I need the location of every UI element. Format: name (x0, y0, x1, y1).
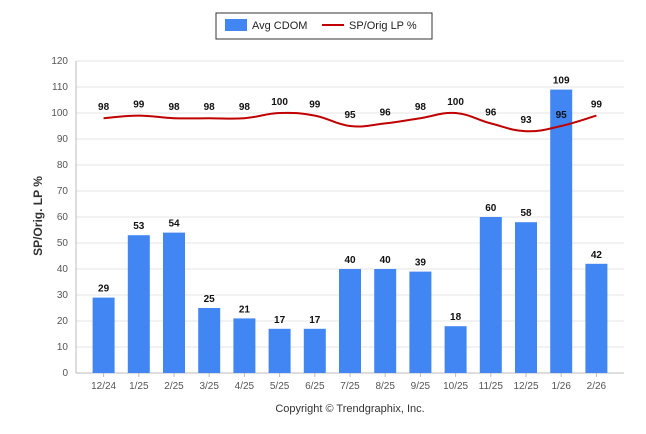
bar-value-label: 54 (168, 219, 180, 230)
line-value-label: 99 (309, 100, 321, 111)
y-tick-label: 30 (57, 290, 69, 301)
line-value-label: 98 (168, 102, 180, 113)
y-tick-label: 100 (51, 108, 68, 119)
line-value-label: 98 (98, 102, 110, 113)
bar-value-label: 58 (520, 208, 532, 219)
line-value-label: 100 (271, 97, 288, 108)
line-value-label: 93 (520, 115, 532, 126)
bar-value-label: 60 (485, 203, 497, 214)
bar-value-label: 109 (553, 76, 570, 87)
x-tick-label: 10/25 (443, 381, 468, 392)
y-tick-label: 10 (57, 342, 69, 353)
x-tick-label: 9/25 (411, 381, 431, 392)
data-labels: 29 53 54 25 21 17 17 40 40 39 18 60 58 109 42 98 99 98 98 9… (98, 76, 602, 326)
y-tick-label: 80 (57, 160, 69, 171)
y-tick-label: 110 (52, 82, 68, 93)
x-tick-label: 1/26 (551, 381, 571, 392)
bar (409, 271, 432, 373)
x-tick-label: 3/25 (199, 381, 219, 392)
bar (479, 217, 502, 373)
line-path (103, 111, 597, 133)
line-value-label: 96 (380, 107, 392, 118)
line-value-label: 95 (344, 110, 356, 121)
y-tick-label: 0 (62, 368, 68, 379)
line-value-label: 99 (591, 100, 603, 111)
copyright-footer: Copyright © Trendgraphix, Inc. (275, 403, 424, 415)
legend-label-bar: Avg CDOM (252, 20, 307, 32)
x-tick-label: 6/25 (305, 381, 325, 392)
y-tick-label: 120 (51, 56, 68, 67)
bar-value-label: 17 (309, 315, 321, 326)
bar (374, 269, 397, 373)
y-axis-label: SP/Orig. LP % (31, 176, 45, 256)
bar (127, 235, 150, 373)
bar (550, 89, 573, 373)
x-tick-label: 8/25 (375, 381, 395, 392)
bar (268, 328, 291, 373)
x-tick-label: 12/24 (91, 381, 116, 392)
line-value-label: 95 (556, 110, 568, 121)
bar (585, 263, 608, 373)
bar (303, 328, 326, 373)
bar-value-label: 40 (380, 255, 392, 266)
bar-value-label: 29 (98, 284, 110, 295)
legend-swatch-bar (225, 19, 247, 31)
y-tick-label: 60 (57, 212, 69, 223)
x-tick-label: 5/25 (270, 381, 290, 392)
line-value-label: 98 (204, 102, 216, 113)
legend: Avg CDOM SP/Orig LP % (215, 12, 433, 40)
bar (339, 269, 361, 373)
line-value-label: 98 (239, 102, 251, 113)
bar (198, 308, 221, 373)
y-tick-label: 70 (57, 186, 69, 197)
bar-value-label: 21 (239, 304, 251, 315)
y-tick-label: 40 (57, 264, 69, 275)
bar-series (92, 89, 608, 373)
bar (163, 232, 185, 373)
bar-value-label: 18 (450, 312, 462, 323)
bar-value-label: 53 (133, 221, 145, 232)
x-tick-label: 11/25 (479, 381, 504, 392)
line-value-label: 100 (447, 97, 464, 108)
y-tick-label: 50 (57, 238, 69, 249)
legend-label-line: SP/Orig LP % (349, 20, 417, 32)
bar-value-label: 40 (344, 255, 356, 266)
bar-value-label: 17 (274, 315, 286, 326)
x-tick-label: 1/25 (129, 381, 149, 392)
x-tick-label: 7/25 (340, 381, 360, 392)
y-tick-label: 20 (57, 316, 69, 327)
bar (92, 297, 115, 373)
line-series (103, 111, 597, 133)
bar (233, 318, 256, 373)
y-tick-label: 90 (57, 134, 69, 145)
bar-value-label: 25 (204, 294, 216, 305)
bar (444, 326, 467, 373)
x-tick-label: 4/25 (235, 381, 255, 392)
line-value-label: 96 (485, 107, 497, 118)
x-tick-label: 2/26 (587, 381, 607, 392)
x-tick-label: 12/25 (513, 381, 538, 392)
bar-value-label: 39 (415, 258, 427, 269)
axes: 0 10 20 30 40 50 60 70 80 90 100 110 120 12/24 1/25 2/2… (51, 56, 606, 392)
x-tick-label: 2/25 (164, 381, 184, 392)
bar-value-label: 42 (591, 250, 603, 261)
line-value-label: 98 (415, 102, 427, 113)
line-value-label: 99 (133, 100, 145, 111)
bar (515, 222, 537, 373)
